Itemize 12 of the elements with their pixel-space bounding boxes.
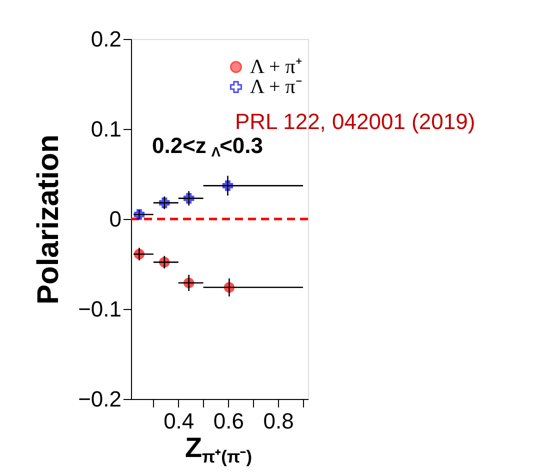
x-tick-label: 0.4 xyxy=(164,408,194,434)
y-tick-label: −0.2 xyxy=(78,386,122,412)
x-tick-label: 0.6 xyxy=(213,408,244,434)
annotation: PRL 122, 042001 (2019) xyxy=(235,109,476,134)
y-axis-title: Polarization xyxy=(32,134,66,305)
x-tick-label: 0.8 xyxy=(263,408,294,434)
y-tick-label: 0.2 xyxy=(90,26,122,52)
y-tick-label: 0.1 xyxy=(90,116,122,142)
legend-label: Λ + π⁺ xyxy=(250,56,302,78)
legend-label: Λ + π⁻ xyxy=(250,76,302,98)
y-tick-label: 0 xyxy=(109,206,122,232)
y-tick-label: −0.1 xyxy=(78,296,122,322)
